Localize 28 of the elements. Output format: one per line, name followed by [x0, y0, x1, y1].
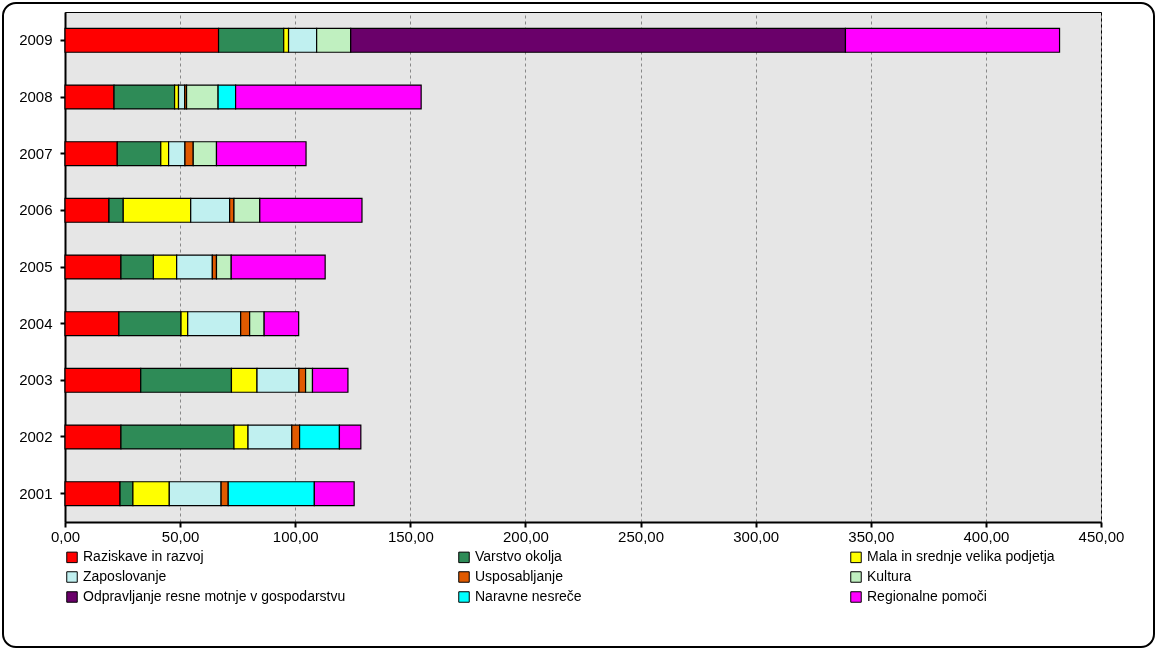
- y-tick-label: 2008: [19, 88, 53, 105]
- x-tick-label: 50,00: [161, 527, 200, 545]
- legend-label: Zaposlovanje: [83, 568, 167, 584]
- y-tick-label: 2001: [19, 484, 53, 502]
- x-tick-label: 300,00: [733, 527, 780, 545]
- x-tick-label: 450,00: [1078, 527, 1125, 545]
- x-tick-label: 0,00: [50, 527, 81, 545]
- y-tick-label: 2006: [19, 201, 53, 219]
- x-tick-label: 200,00: [503, 527, 549, 545]
- y-tick-label: 2004: [19, 314, 53, 332]
- legend-label: Kultura: [867, 568, 912, 584]
- legend-label: Usposabljanje: [475, 568, 564, 584]
- legend-label: Odpravljanje resne motnje v gospodarstvu: [83, 588, 346, 604]
- legend-label: Naravne nesreče: [475, 588, 582, 604]
- x-tick-label: 400,00: [963, 527, 1010, 545]
- legend-label: Mala in srednje velika podjetja: [867, 548, 1055, 565]
- x-tick-label: 250,00: [618, 527, 664, 545]
- y-tick-label: 2009: [19, 31, 53, 49]
- x-tick-label: 100,00: [272, 527, 319, 545]
- y-tick-label: 2003: [19, 371, 53, 389]
- y-tick-label: 2007: [19, 144, 53, 162]
- legend-label: Varstvo okolja: [475, 548, 563, 565]
- legend-label: Raziskave in razvoj: [83, 548, 204, 565]
- x-tick-label: 150,00: [387, 527, 434, 545]
- y-tick-label: 2005: [19, 258, 53, 275]
- legend-label: Regionalne pomoči: [867, 588, 987, 604]
- x-tick-label: 350,00: [848, 527, 895, 545]
- y-tick-label: 2002: [19, 428, 53, 445]
